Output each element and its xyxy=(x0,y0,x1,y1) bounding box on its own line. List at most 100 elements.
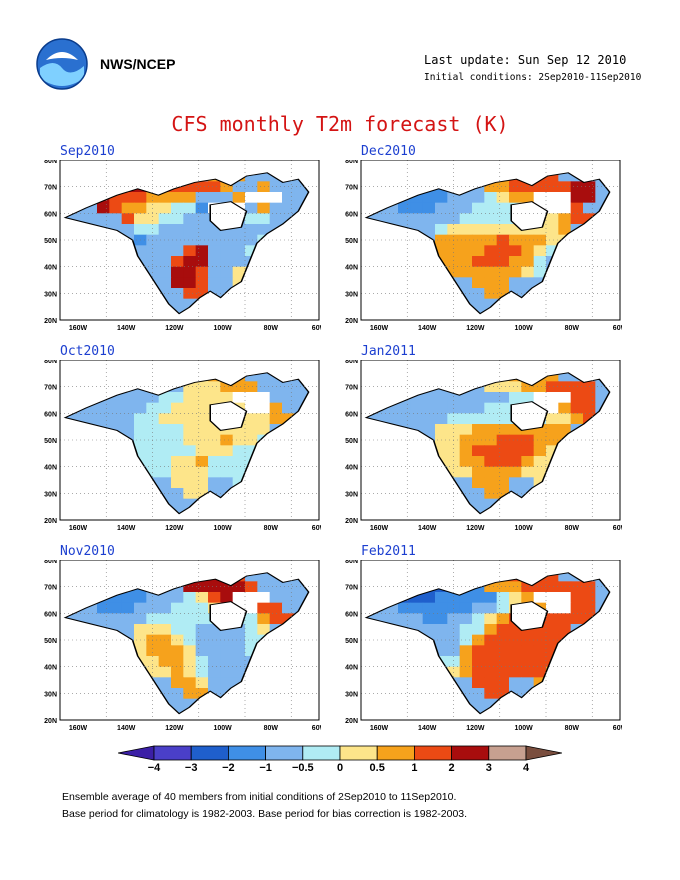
lat-tick-label: 80N xyxy=(345,160,358,165)
colorbar-swatch xyxy=(376,745,415,761)
lat-tick-label: 80N xyxy=(345,360,358,365)
lat-tick-label: 60N xyxy=(44,411,57,418)
footer-base-period-note: Base period for climatology is 1982-2003… xyxy=(62,808,468,820)
colorbar-swatch xyxy=(339,745,378,761)
agency-label: NWS/NCEP xyxy=(100,56,176,72)
lon-tick-label: 120W xyxy=(466,325,485,332)
lon-tick-label: 60W xyxy=(312,325,321,332)
colorbar-swatch xyxy=(413,745,452,761)
lon-tick-label: 80W xyxy=(264,725,279,732)
lat-tick-label: 40N xyxy=(44,465,57,472)
lon-tick-label: 160W xyxy=(69,525,88,532)
colorbar-tick-label: 1 xyxy=(411,762,418,774)
lat-tick-label: 70N xyxy=(44,585,57,592)
lon-tick-label: 120W xyxy=(165,325,184,332)
lon-tick-label: 120W xyxy=(165,725,184,732)
footer-ensemble-note: Ensemble average of 40 members from init… xyxy=(62,791,457,803)
forecast-map-feb2011: 80N 70N 60N 50N 40N 30N 20N 160W 140W 120W 100W 80W… xyxy=(345,560,622,732)
lat-tick-label: 20N xyxy=(345,718,358,725)
lat-tick-label: 70N xyxy=(345,185,358,192)
lon-tick-label: 120W xyxy=(165,525,184,532)
lon-tick-label: 160W xyxy=(69,325,88,332)
colorbar-tick-label: −0.5 xyxy=(291,762,314,774)
lon-tick-label: 160W xyxy=(370,525,389,532)
panel-title-nov2010: Nov2010 xyxy=(60,544,115,559)
panel-title-dec2010: Dec2010 xyxy=(361,144,416,159)
lat-tick-label: 40N xyxy=(44,265,57,272)
colorbar-tick-label: 0 xyxy=(336,762,344,774)
lon-tick-label: 140W xyxy=(117,725,136,732)
lon-tick-label: 60W xyxy=(613,525,622,532)
lat-tick-label: 50N xyxy=(44,638,57,645)
lat-tick-label: 70N xyxy=(345,385,358,392)
initial-conditions-text: Initial conditions: 2Sep2010-11Sep2010 xyxy=(424,72,642,83)
lon-tick-label: 100W xyxy=(514,325,533,332)
lat-tick-label: 30N xyxy=(44,291,57,298)
lat-tick-label: 70N xyxy=(44,385,57,392)
lat-tick-label: 50N xyxy=(345,238,358,245)
lat-tick-label: 20N xyxy=(44,718,57,725)
lon-tick-label: 100W xyxy=(514,725,533,732)
lat-tick-label: 20N xyxy=(345,518,358,525)
lon-tick-label: 80W xyxy=(565,325,580,332)
colorbar-swatch xyxy=(118,745,155,761)
panel-title-jan2011: Jan2011 xyxy=(361,344,416,359)
lat-tick-label: 50N xyxy=(345,438,358,445)
colorbar-swatch xyxy=(228,745,267,761)
lat-tick-label: 20N xyxy=(345,318,358,325)
forecast-map-nov2010: 80N 70N 60N 50N 40N 30N 20N 160W 140W 120W 100W 80W… xyxy=(44,560,321,732)
lon-tick-label: 100W xyxy=(514,525,533,532)
lat-tick-label: 80N xyxy=(44,360,57,365)
lon-tick-label: 160W xyxy=(370,325,389,332)
lon-tick-label: 60W xyxy=(613,325,622,332)
lat-tick-label: 60N xyxy=(345,411,358,418)
colorbar-swatch xyxy=(153,745,192,761)
lon-tick-label: 120W xyxy=(466,725,485,732)
lat-tick-label: 20N xyxy=(44,318,57,325)
lon-tick-label: 140W xyxy=(117,525,136,532)
colorbar-tick-label: 2 xyxy=(448,762,455,774)
lon-tick-label: 140W xyxy=(418,525,437,532)
lat-tick-label: 60N xyxy=(44,611,57,618)
lat-tick-label: 80N xyxy=(44,560,57,565)
colorbar-swatch xyxy=(190,745,229,761)
lat-tick-label: 80N xyxy=(44,160,57,165)
lat-tick-label: 60N xyxy=(345,611,358,618)
colorbar-swatch xyxy=(265,745,304,761)
lat-tick-label: 30N xyxy=(44,491,57,498)
lon-tick-label: 60W xyxy=(312,525,321,532)
forecast-map-sep2010: 80N 70N 60N 50N 40N 30N 20N 160W 140W 120W 100W 80W… xyxy=(44,160,321,332)
lon-tick-label: 100W xyxy=(213,525,232,532)
lon-tick-label: 100W xyxy=(213,325,232,332)
panel-title-sep2010: Sep2010 xyxy=(60,144,115,159)
lat-tick-label: 30N xyxy=(345,491,358,498)
colorbar xyxy=(118,745,562,761)
lat-tick-label: 60N xyxy=(345,211,358,218)
lat-tick-label: 50N xyxy=(345,638,358,645)
colorbar-tick-label: 4 xyxy=(522,762,530,774)
lat-tick-label: 40N xyxy=(44,665,57,672)
colorbar-swatch xyxy=(302,745,341,761)
colorbar-tick-label: −1 xyxy=(259,762,272,774)
lat-tick-label: 30N xyxy=(345,691,358,698)
lon-tick-label: 120W xyxy=(466,525,485,532)
lon-tick-label: 60W xyxy=(613,725,622,732)
lon-tick-label: 80W xyxy=(565,725,580,732)
forecast-map-jan2011: 80N 70N 60N 50N 40N 30N 20N 160W 140W 120W 100W 80W… xyxy=(345,360,622,532)
lat-tick-label: 70N xyxy=(345,585,358,592)
lon-tick-label: 140W xyxy=(117,325,136,332)
lat-tick-label: 70N xyxy=(44,185,57,192)
lat-tick-label: 40N xyxy=(345,265,358,272)
lat-tick-label: 40N xyxy=(345,665,358,672)
lon-tick-label: 160W xyxy=(370,725,389,732)
lon-tick-label: 160W xyxy=(69,725,88,732)
noaa-logo xyxy=(36,38,88,90)
panel-title-feb2011: Feb2011 xyxy=(361,544,416,559)
lat-tick-label: 50N xyxy=(44,438,57,445)
lon-tick-label: 80W xyxy=(264,525,279,532)
colorbar-swatch xyxy=(525,745,562,761)
lat-tick-label: 80N xyxy=(345,560,358,565)
panel-title-oct2010: Oct2010 xyxy=(60,344,115,359)
lon-tick-label: 140W xyxy=(418,325,437,332)
lat-tick-label: 50N xyxy=(44,238,57,245)
